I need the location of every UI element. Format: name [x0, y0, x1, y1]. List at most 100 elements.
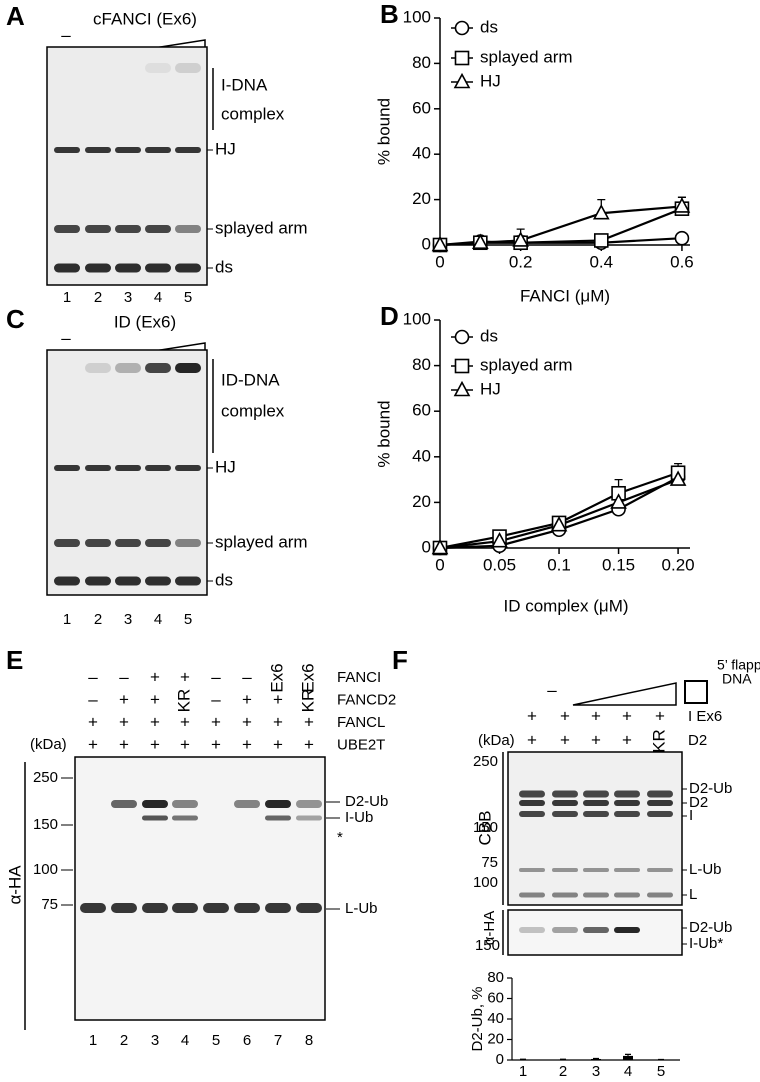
gel-band — [54, 576, 80, 586]
condition-cell: + — [527, 706, 537, 725]
legend-marker — [454, 358, 470, 374]
gel — [507, 751, 683, 906]
gel-band — [142, 903, 168, 913]
lane-label: 4 — [154, 289, 162, 306]
x-tick-label: 0.1 — [547, 555, 571, 574]
lane-label: 4 — [181, 1032, 189, 1049]
condition-cell: + — [180, 735, 190, 754]
condition-cell: – — [88, 690, 98, 709]
x-tick-label: 0.6 — [670, 252, 694, 271]
x-tick-label: 0.05 — [483, 555, 516, 574]
gel-band — [115, 147, 141, 153]
gel-band — [583, 868, 609, 872]
y-axis-label: D2-Ub, % — [469, 986, 486, 1051]
gel-band — [265, 815, 291, 821]
y-tick-label: 0 — [422, 537, 431, 556]
y-tick-label: 80 — [412, 53, 431, 72]
gel-band — [145, 576, 171, 586]
gel-band — [647, 811, 673, 817]
gel-band — [145, 465, 171, 471]
point — [669, 470, 687, 486]
antibody-label: α-HA — [481, 911, 498, 946]
lane-label: 3 — [124, 289, 132, 306]
condition-cell: – — [119, 667, 129, 686]
condition-cell: + — [150, 712, 160, 731]
condition-cell: + — [180, 667, 190, 686]
gel-band — [175, 363, 201, 373]
condition-cell: + — [242, 712, 252, 731]
gel-band — [175, 465, 201, 471]
y-tick-label: 40 — [487, 1010, 504, 1027]
x-tick-label: 0 — [435, 252, 444, 271]
lane-label: 3 — [124, 611, 132, 628]
lane-label: 5 — [212, 1032, 220, 1049]
antibody-label: α-HA — [5, 865, 24, 905]
stain-label: CBB — [475, 811, 494, 846]
gel-band — [296, 800, 322, 808]
gel-band — [175, 147, 201, 153]
condition-cell: KR — [298, 689, 317, 713]
y-tick-label: 20 — [412, 189, 431, 208]
gel-band — [85, 225, 111, 233]
gel-band — [614, 811, 640, 817]
x-tick-label: 0.2 — [509, 252, 533, 271]
condition-cell: + — [560, 730, 570, 749]
y-tick-label: 0 — [422, 234, 431, 253]
legend-marker — [453, 72, 471, 89]
substrate-label: splayed arm — [215, 218, 308, 237]
gel-band — [111, 903, 137, 913]
condition-cell: + — [622, 706, 632, 725]
x-axis-label: ID complex (μM) — [503, 596, 628, 615]
legend-marker — [454, 50, 470, 66]
mw-marker: 75 — [41, 896, 58, 913]
gel-band — [172, 800, 198, 808]
condition-cell: + — [119, 735, 129, 754]
condition-cell: + — [273, 735, 283, 754]
mw-marker: 150 — [475, 937, 500, 954]
panel-letter: C — [6, 304, 25, 334]
condition-cell: + — [180, 712, 190, 731]
lane-label: 5 — [184, 611, 192, 628]
lane-label: 1 — [63, 289, 71, 306]
unit-label: (kDa) — [30, 736, 67, 753]
condition-cell: + — [560, 706, 570, 725]
substrate-label: HJ — [215, 457, 236, 476]
gel-band — [145, 539, 171, 547]
gel-band — [519, 800, 545, 806]
legend-label: splayed arm — [480, 355, 573, 374]
condition-cell: + — [622, 730, 632, 749]
y-tick-label: 60 — [412, 98, 431, 117]
row-label: FANCD2 — [337, 691, 396, 708]
legend-marker — [454, 20, 470, 36]
row-label: UBE2T — [337, 736, 385, 753]
competitor-box — [684, 680, 708, 704]
gel-band — [265, 800, 291, 808]
gel-band — [614, 868, 640, 872]
legend-label: HJ — [480, 379, 501, 398]
point — [471, 233, 489, 250]
band-label: D2-Ub — [689, 780, 732, 797]
panel-letter: F — [392, 645, 408, 675]
gel-band — [111, 800, 137, 808]
x-tick-label: 1 — [519, 1063, 527, 1080]
legend-label: splayed arm — [480, 47, 573, 66]
complex-label: complex — [221, 401, 285, 420]
substrate-label: splayed arm — [215, 532, 308, 551]
gel-band — [115, 225, 141, 233]
gel-band — [519, 790, 545, 798]
gel-band — [175, 539, 201, 547]
x-axis-label: FANCI (μM) — [520, 286, 610, 305]
gel-band — [172, 903, 198, 913]
gel-band — [296, 903, 322, 913]
x-tick-label: 0.4 — [589, 252, 613, 271]
point — [431, 538, 449, 555]
gel-band — [80, 903, 106, 913]
lane-label: 2 — [94, 611, 102, 628]
condition-cell: + — [150, 667, 160, 686]
mw-marker: 100 — [33, 861, 58, 878]
y-tick-label: 60 — [487, 989, 504, 1006]
complex-label: complex — [221, 104, 285, 123]
point — [673, 197, 691, 213]
gel-band — [85, 263, 111, 273]
condition-cell: + — [273, 712, 283, 731]
